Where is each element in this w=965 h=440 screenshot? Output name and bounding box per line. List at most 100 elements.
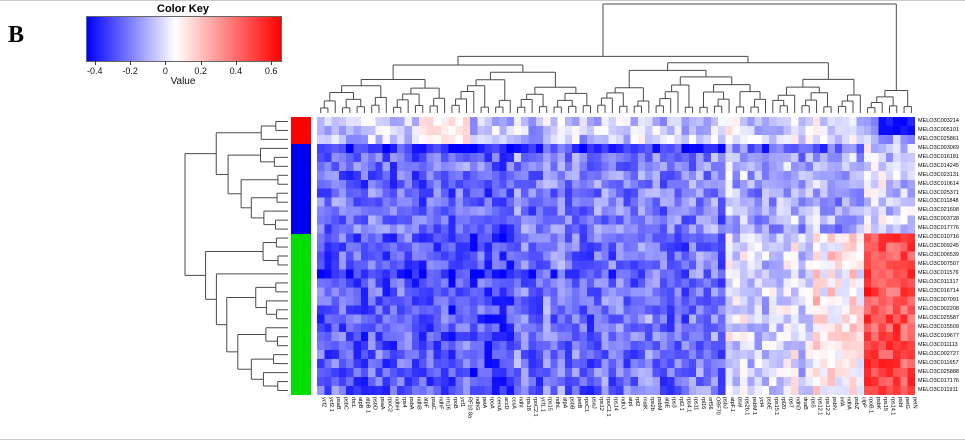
heatmap-cell <box>543 125 551 136</box>
heatmap-cell <box>893 224 901 234</box>
heatmap-cell <box>856 269 865 279</box>
heatmap-cell <box>863 287 872 297</box>
heatmap-cell <box>419 278 427 288</box>
heatmap-cell <box>331 170 340 181</box>
heatmap-cell <box>477 305 486 315</box>
heatmap-cell <box>856 161 865 172</box>
heatmap-cell <box>440 224 449 234</box>
heatmap-cell <box>791 296 799 306</box>
row-label: MELO3C007091 <box>918 297 959 304</box>
heatmap-cell <box>324 260 332 270</box>
heatmap-cell <box>579 215 588 225</box>
heatmap-cell <box>419 251 427 261</box>
heatmap-cell <box>397 161 405 172</box>
heatmap-cell <box>404 152 413 163</box>
heatmap-cell <box>506 296 515 306</box>
heatmap-cell <box>317 224 325 234</box>
heatmap-cell <box>397 125 405 136</box>
heatmap-cell <box>360 287 369 297</box>
heatmap-cell <box>856 296 865 306</box>
heatmap-cell <box>528 278 537 288</box>
heatmap-cell <box>375 188 383 199</box>
heatmap-cell <box>426 125 435 136</box>
heatmap-cell <box>608 188 617 199</box>
heatmap-cell <box>426 188 435 199</box>
heatmap-cell <box>397 152 405 163</box>
heatmap-cell <box>907 197 915 208</box>
heatmap-cell <box>382 143 391 154</box>
heatmap-cell <box>397 305 405 315</box>
heatmap-cell <box>747 179 755 190</box>
heatmap-cell <box>317 161 325 172</box>
heatmap-cell <box>557 233 566 243</box>
heatmap-cell <box>754 314 763 324</box>
heatmap-cell <box>543 260 551 270</box>
heatmap-cell <box>317 242 325 252</box>
heatmap-cell <box>754 206 763 216</box>
heatmap-cell <box>579 188 588 199</box>
heatmap-cell <box>718 224 726 234</box>
heatmap-cell <box>805 179 814 190</box>
heatmap-cell <box>696 287 704 297</box>
heatmap-cell <box>455 152 464 163</box>
heatmap-cell <box>805 117 814 127</box>
heatmap-cell <box>331 242 340 252</box>
heatmap-cell <box>572 170 580 181</box>
heatmap-cell <box>506 242 515 252</box>
heatmap-cell <box>681 197 690 208</box>
heatmap-cell <box>484 287 493 297</box>
heatmap-cell <box>893 188 901 199</box>
heatmap-cell <box>513 161 522 172</box>
heatmap-cell <box>594 197 602 208</box>
heatmap-cell <box>375 134 383 145</box>
heatmap-cell <box>579 206 588 216</box>
color-key-tick-label: 0 <box>162 66 168 76</box>
heatmap-cell <box>616 341 624 351</box>
heatmap-cell <box>550 368 559 378</box>
heatmap-cell <box>645 323 653 333</box>
heatmap-cell <box>739 125 748 136</box>
heatmap-cell <box>433 359 442 369</box>
heatmap-cell <box>769 377 777 387</box>
color-key-title: Color Key <box>157 3 209 15</box>
heatmap-cell <box>739 287 748 297</box>
heatmap-cell <box>426 287 435 297</box>
heatmap-cell <box>550 197 559 208</box>
heatmap-cell <box>703 242 712 252</box>
heatmap-cell <box>710 233 719 243</box>
heatmap-cell <box>703 296 712 306</box>
heatmap-cell <box>732 161 741 172</box>
heatmap-cell <box>791 179 799 190</box>
heatmap-cell <box>397 197 405 208</box>
heatmap-cell <box>455 359 464 369</box>
heatmap-cell <box>317 278 325 288</box>
heatmap-cell <box>572 197 580 208</box>
heatmap-cell <box>550 287 559 297</box>
heatmap-cell <box>659 233 668 243</box>
heatmap-cell <box>346 206 354 216</box>
heatmap-cell <box>725 323 734 333</box>
heatmap-cell <box>776 117 785 127</box>
heatmap-cell <box>696 188 704 199</box>
heatmap-cell <box>368 341 376 351</box>
heatmap-cell <box>812 305 821 315</box>
heatmap-cell <box>331 233 340 243</box>
heatmap-cell <box>324 206 332 216</box>
heatmap-cell <box>696 152 704 163</box>
heatmap-cell <box>667 242 675 252</box>
heatmap-cell <box>579 359 588 369</box>
heatmap-cell <box>499 314 507 324</box>
figure-border-top <box>0 0 965 1</box>
heatmap-cell <box>317 152 325 163</box>
heatmap-cell <box>667 296 675 306</box>
heatmap-cell <box>506 170 515 181</box>
heatmap-cell <box>674 287 682 297</box>
heatmap-cell <box>389 278 398 288</box>
heatmap-cell <box>783 296 792 306</box>
heatmap-cell <box>317 134 325 145</box>
heatmap-cell <box>426 161 435 172</box>
heatmap-cell <box>878 161 887 172</box>
heatmap-cell <box>798 125 806 136</box>
heatmap-cell <box>791 215 799 225</box>
heatmap-cell <box>360 377 369 387</box>
